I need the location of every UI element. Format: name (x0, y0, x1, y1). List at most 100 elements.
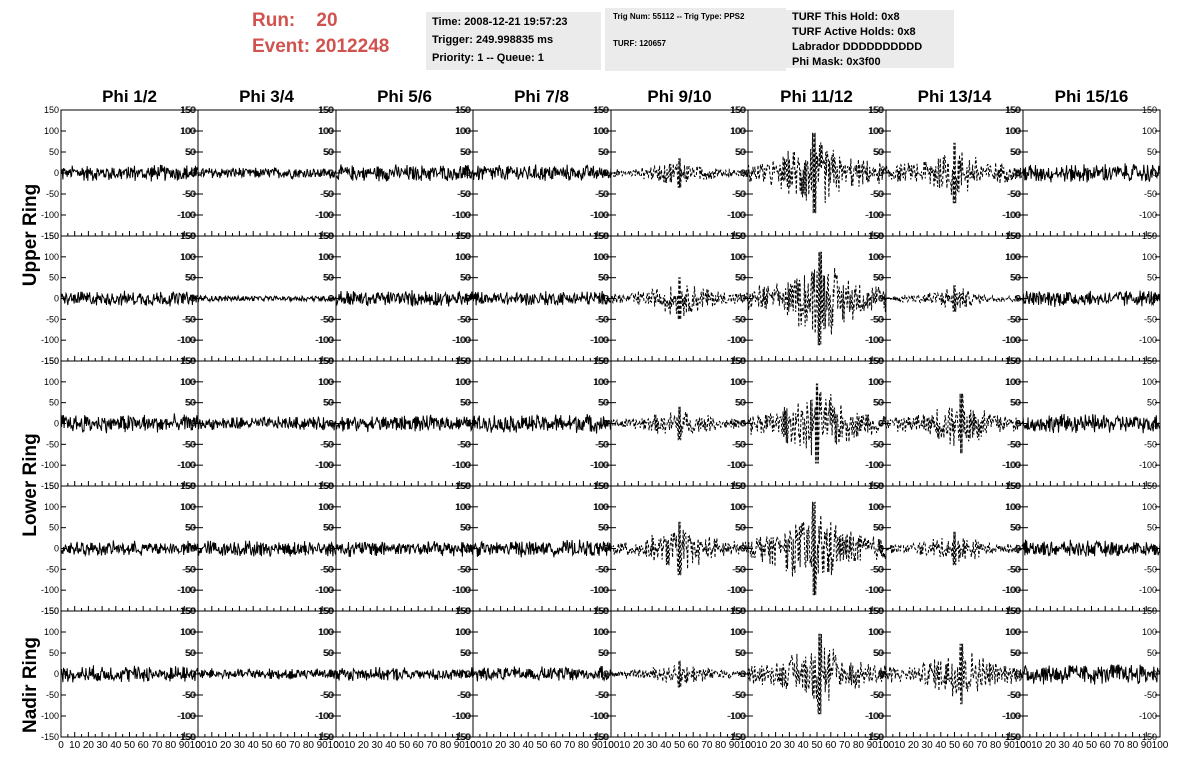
phi-mask-line: Phi Mask: 0x3f00 (792, 56, 881, 68)
y-tick-label: -100 (1002, 210, 1020, 220)
y-tick-label: -50 (595, 690, 608, 700)
x-tick-label: 70 (839, 740, 851, 751)
labrador-line: Labrador DDDDDDDDDD (792, 41, 923, 53)
y-tick-label: 100 (593, 252, 608, 262)
y-tick-label: 50 (461, 147, 471, 157)
y-tick-label: 50 (735, 523, 745, 533)
y-tick-label: -100 (41, 335, 59, 345)
y-tick-label: -50 (732, 564, 745, 574)
y-tick-label: -150 (41, 732, 59, 742)
x-tick-label: 0 (1020, 740, 1026, 751)
y-tick-label: 100 (731, 252, 746, 262)
y-tick-label: 100 (319, 377, 334, 387)
y-tick-label: 50 (1010, 523, 1020, 533)
y-tick-label: -150 (453, 732, 471, 742)
y-tick-label: 150 (1006, 105, 1021, 115)
y-tick-label: -150 (728, 732, 746, 742)
phi-header-11-12: Phi 11/12 (780, 87, 853, 106)
y-tick-label: -50 (46, 439, 59, 449)
y-tick-label: -100 (1003, 460, 1021, 470)
y-tick-label: 50 (599, 398, 609, 408)
x-tick-label: 70 (976, 740, 988, 751)
y-tick-label: 0 (1016, 294, 1021, 304)
y-tick-label: 50 (873, 648, 883, 658)
y-tick-label: 150 (1142, 481, 1157, 491)
y-tick-label: 150 (1005, 105, 1020, 115)
y-tick-label: -100 (727, 335, 745, 345)
y-tick-label: -50 (732, 189, 745, 199)
y-tick-label: -100 (1003, 210, 1021, 220)
y-tick-label: 0 (329, 168, 334, 178)
y-tick-label: -50 (182, 189, 195, 199)
y-tick-label: -50 (1008, 564, 1021, 574)
y-tick-label: -50 (1008, 690, 1021, 700)
y-tick-label: 50 (185, 523, 195, 533)
y-tick-label: 0 (191, 419, 196, 429)
y-tick-label: 150 (456, 231, 471, 241)
y-tick-label: -50 (871, 189, 884, 199)
waveform-trace (60, 290, 199, 307)
y-tick-label: 150 (730, 606, 745, 616)
y-tick-label: 50 (185, 147, 195, 157)
y-tick-label: 50 (324, 273, 334, 283)
x-tick-label: 50 (261, 740, 273, 751)
waveform-trace (747, 633, 887, 715)
y-tick-label: 100 (594, 126, 609, 136)
waveform-trace (197, 167, 337, 181)
y-tick-label: 100 (731, 627, 746, 637)
x-tick-label: 70 (1113, 740, 1125, 751)
x-tick-label: 60 (1100, 740, 1112, 751)
y-tick-label: -50 (320, 439, 333, 449)
waveform-trace (747, 251, 887, 346)
y-tick-label: -150 (452, 732, 470, 742)
y-tick-label: -50 (46, 189, 59, 199)
y-tick-label: -50 (457, 564, 470, 574)
y-tick-label: -50 (457, 690, 470, 700)
waveform-trace (60, 164, 199, 182)
y-tick-label: 150 (455, 231, 470, 241)
y-tick-label: 50 (599, 648, 609, 658)
event-label: Event: (252, 36, 311, 57)
y-tick-label: 150 (869, 105, 884, 115)
y-tick-label: -50 (46, 564, 59, 574)
y-tick-label: 50 (599, 273, 609, 283)
y-tick-label: 50 (49, 523, 59, 533)
y-tick-label: 0 (604, 168, 609, 178)
y-tick-label: -100 (453, 210, 471, 220)
x-tick-label: 50 (811, 740, 823, 751)
y-tick-label: -50 (1144, 439, 1157, 449)
y-tick-label: -100 (1002, 460, 1020, 470)
x-tick-label: 50 (536, 740, 548, 751)
y-tick-label: 100 (1005, 252, 1020, 262)
y-tick-label: 150 (1006, 606, 1021, 616)
y-tick-label: 100 (1142, 627, 1157, 637)
y-tick-label: 0 (191, 294, 196, 304)
y-tick-label: 100 (730, 377, 745, 387)
y-tick-label: -50 (870, 314, 883, 324)
y-tick-label: 150 (868, 231, 883, 241)
waveform-trace (610, 406, 749, 441)
x-tick-label: 60 (413, 740, 425, 751)
y-tick-label: 50 (1011, 273, 1021, 283)
x-tick-label: 20 (633, 740, 645, 751)
x-tick-label: 90 (317, 740, 329, 751)
y-tick-label: 100 (868, 502, 883, 512)
y-tick-label: 100 (456, 252, 471, 262)
y-tick-label: 100 (181, 627, 196, 637)
y-tick-label: 50 (1010, 147, 1020, 157)
x-tick-label: 20 (908, 740, 920, 751)
y-tick-label: -50 (321, 314, 334, 324)
y-tick-label: -50 (320, 564, 333, 574)
waveform-trace (885, 531, 1024, 566)
y-tick-label: 50 (1147, 523, 1157, 533)
y-tick-label: 50 (185, 648, 195, 658)
y-tick-label: 100 (455, 502, 470, 512)
y-tick-label: 150 (318, 606, 333, 616)
y-tick-label: 150 (868, 481, 883, 491)
y-tick-label: 50 (1011, 648, 1021, 658)
y-tick-label: -150 (866, 732, 884, 742)
